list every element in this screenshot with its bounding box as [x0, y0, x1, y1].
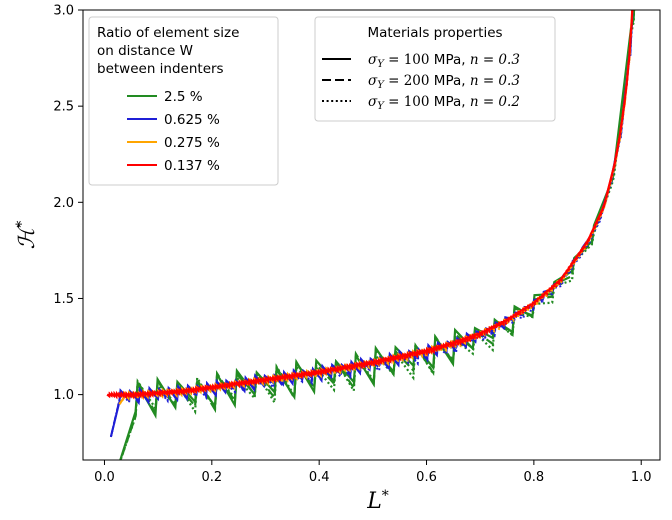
- x-tick-label: 0.8: [524, 470, 545, 485]
- y-tick-label: 2.0: [53, 196, 74, 211]
- series-line: [106, 10, 634, 400]
- legend-materials-label: σY = 200 MPa, n = 0.3: [368, 73, 520, 91]
- legend-resolution-title-line-3: between indenters: [97, 61, 224, 77]
- series-layer: [106, 10, 636, 460]
- y-axis: 1.0 1.5 2.0 2.5 3.0: [53, 4, 83, 403]
- y-tick-label: 3.0: [53, 4, 74, 19]
- x-axis: 0.0 0.2 0.4 0.6 0.8 1.0: [94, 460, 652, 485]
- legend-materials-label: σY = 100 MPa, n = 0.3: [368, 52, 520, 70]
- legend-resolution-label: 0.275 %: [164, 135, 220, 151]
- legend-resolution-label: 2.5 %: [164, 89, 203, 105]
- x-tick-label: 0.6: [416, 470, 437, 485]
- plot-frame: [82, 9, 661, 461]
- y-tick-label: 2.5: [53, 100, 74, 115]
- legend-resolution-title-line-1: Ratio of element size: [97, 25, 239, 41]
- x-tick-label: 1.0: [631, 470, 652, 485]
- legend-resolution-title-line-2: on distance W: [97, 43, 193, 59]
- x-tick-label: 0.0: [94, 470, 115, 485]
- x-tick-label: 0.4: [309, 470, 330, 485]
- x-tick-label: 0.2: [201, 470, 222, 485]
- legend-resolution: Ratio of element size on distance W betw…: [88, 16, 279, 186]
- legend-resolution-label: 0.137 %: [164, 158, 220, 174]
- y-tick-label: 1.5: [53, 292, 74, 307]
- legend-materials: Materials properties σY = 100 MPa, n = 0…: [314, 16, 556, 122]
- y-tick-label: 1.0: [53, 388, 74, 403]
- legend-materials-label: σY = 100 MPa, n = 0.2: [368, 94, 520, 112]
- legend-materials-title: Materials properties: [367, 25, 502, 41]
- legend-resolution-label: 0.625 %: [164, 112, 220, 128]
